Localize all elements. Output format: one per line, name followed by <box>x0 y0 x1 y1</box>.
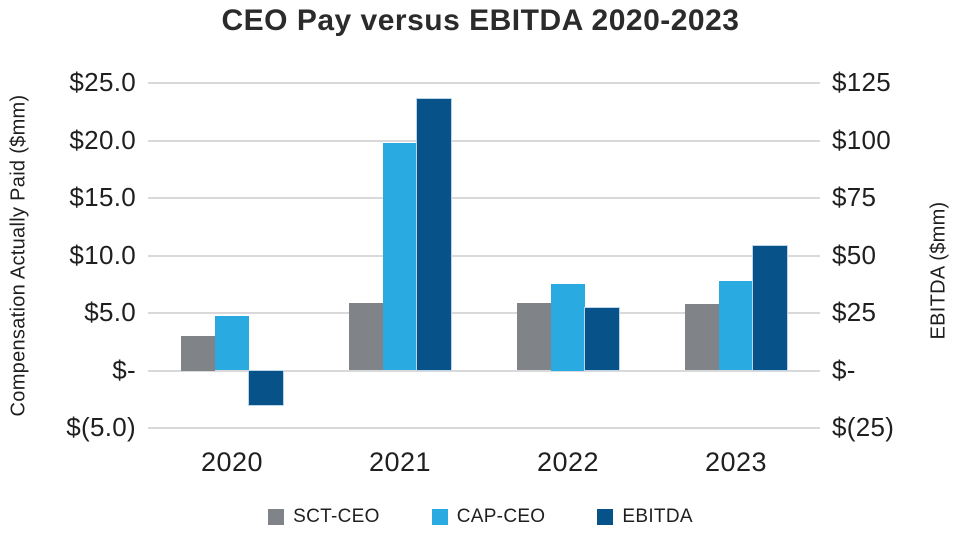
legend-label: CAP-CEO <box>456 506 546 527</box>
legend-item-ebitda: EBITDA <box>597 506 693 528</box>
right-axis-title-box: EBITDA ($mm) <box>924 45 954 495</box>
left-axis-tick: $15.0 <box>69 181 136 212</box>
right-axis-tick: $(25) <box>832 411 895 442</box>
gridline <box>148 139 820 142</box>
bar-sct-ceo-2023 <box>685 303 719 371</box>
legend-swatch-cap-ceo <box>431 509 448 525</box>
legend: SCT-CEO CAP-CEO EBITDA <box>0 506 961 528</box>
right-axis-tick: $50 <box>832 239 877 270</box>
bar-ebitda-2020 <box>248 369 284 406</box>
right-axis-tick: $- <box>832 354 856 385</box>
left-axis-tick: $5.0 <box>84 296 136 327</box>
legend-label: SCT-CEO <box>293 506 380 527</box>
legend-label: EBITDA <box>622 506 693 527</box>
x-axis-label-2020: 2020 <box>200 447 264 477</box>
legend-swatch-sct-ceo <box>268 509 285 525</box>
x-axis-label-2023: 2023 <box>704 447 768 477</box>
x-axis-label-2022: 2022 <box>536 447 600 477</box>
left-axis-tick: $- <box>112 354 136 385</box>
bar-sct-ceo-2022 <box>517 302 551 371</box>
chart-title: CEO Pay versus EBITDA 2020-2023 <box>221 4 740 37</box>
left-axis-tick: $(5.0) <box>66 411 136 442</box>
bar-sct-ceo-2020 <box>181 336 215 371</box>
bar-ebitda-2022 <box>584 307 620 372</box>
bar-ebitda-2023 <box>752 245 788 372</box>
right-axis-tick: $100 <box>832 124 892 155</box>
bar-ebitda-2021 <box>416 98 452 372</box>
left-axis-tick: $10.0 <box>69 239 136 270</box>
x-axis-label-2021: 2021 <box>368 447 432 477</box>
gridline <box>148 254 820 257</box>
bar-sct-ceo-2021 <box>349 302 383 371</box>
right-axis-title: EBITDA ($mm) <box>927 200 950 340</box>
left-axis-tick: $25.0 <box>69 66 136 97</box>
right-axis-tick: $75 <box>832 181 877 212</box>
right-axis-tick: $25 <box>832 296 877 327</box>
gridline <box>148 312 820 314</box>
gridline <box>148 369 820 372</box>
legend-item-cap-ceo: CAP-CEO <box>431 506 546 528</box>
gridline <box>148 197 820 199</box>
bar-cap-ceo-2021 <box>383 142 417 371</box>
bar-cap-ceo-2020 <box>215 316 249 371</box>
bar-cap-ceo-2023 <box>719 280 753 371</box>
left-axis-tick: $20.0 <box>69 124 136 155</box>
legend-swatch-ebitda <box>597 509 614 525</box>
bar-cap-ceo-2022 <box>551 284 585 371</box>
right-axis-tick: $125 <box>832 66 892 97</box>
gridline <box>148 82 820 84</box>
legend-item-sct-ceo: SCT-CEO <box>268 506 380 528</box>
gridline <box>148 427 820 429</box>
